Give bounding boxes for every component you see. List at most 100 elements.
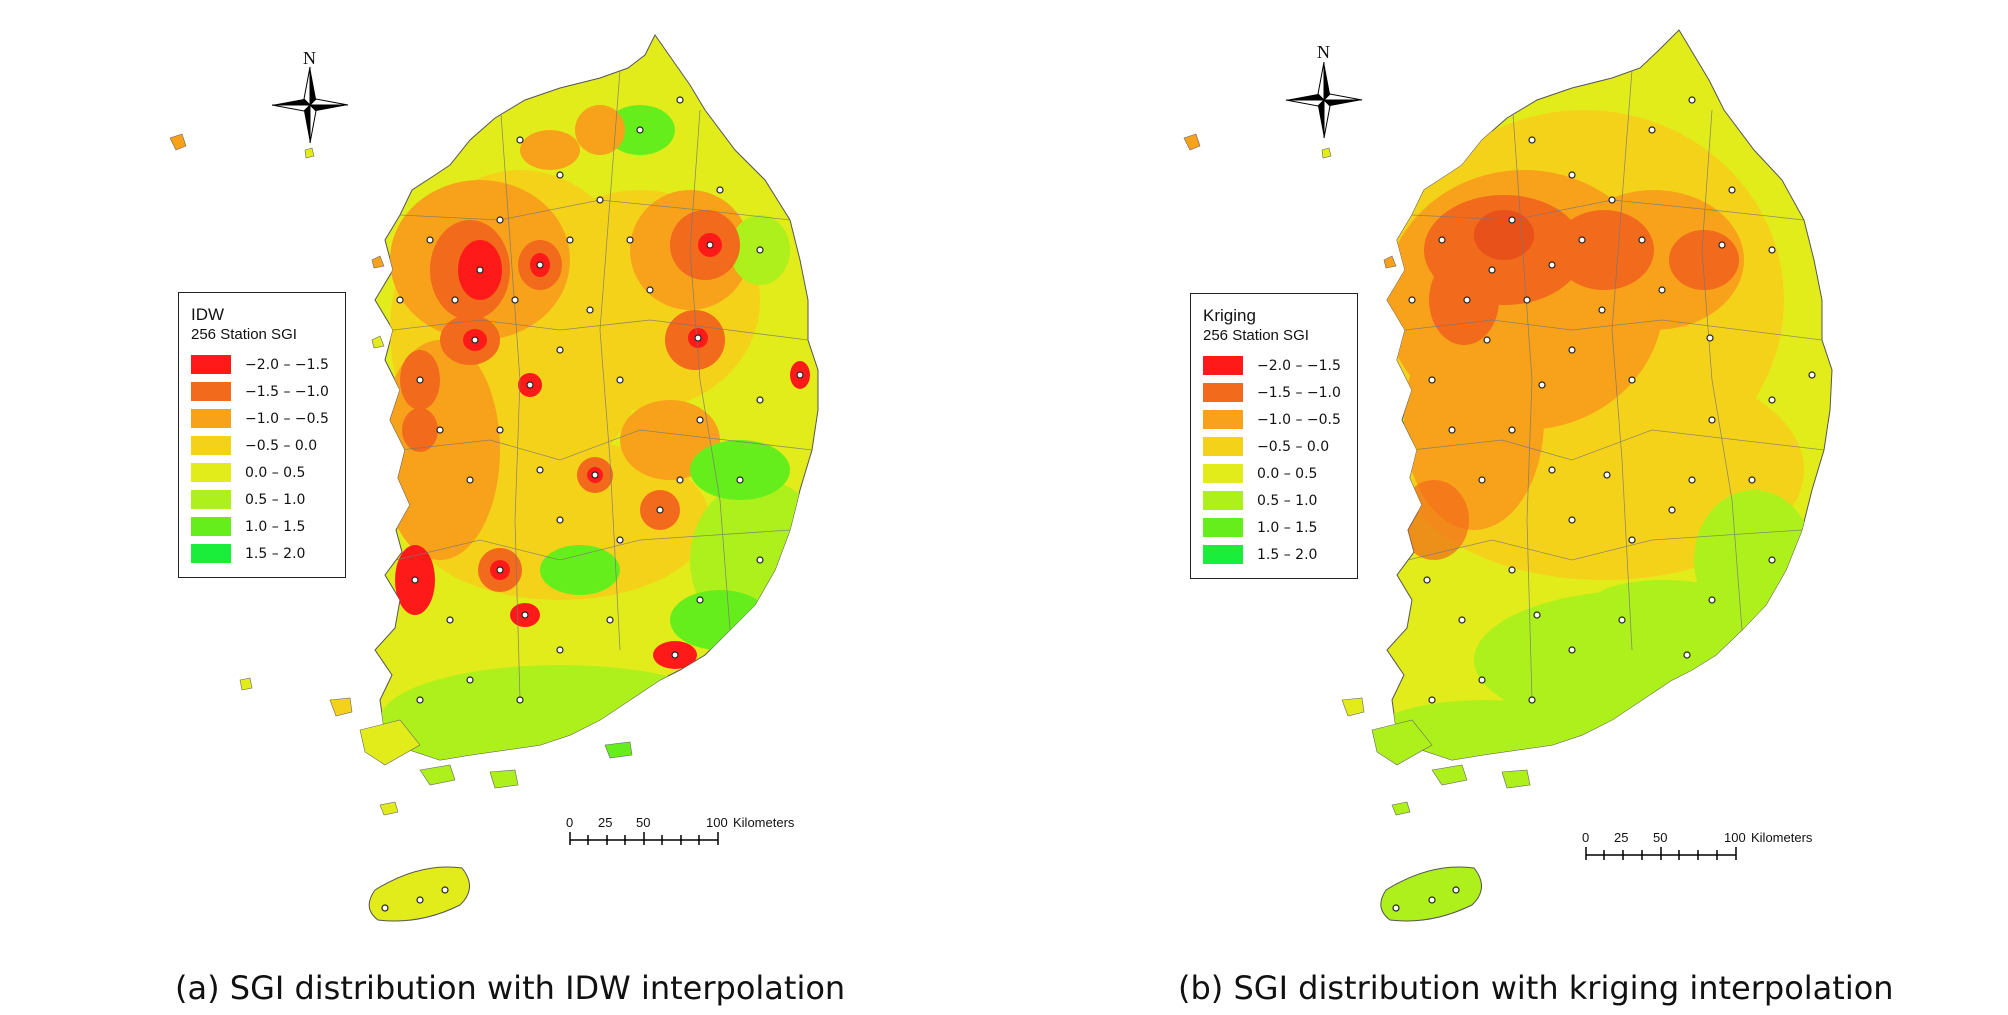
station-marker [1423,576,1431,584]
legend-swatch [191,463,231,482]
scale-tick-25: 25 [1614,830,1629,845]
station-marker [596,196,604,204]
station-marker [1533,611,1541,619]
legend-swatch [191,382,231,401]
legend-subtitle: 256 Station SGI [191,326,297,343]
idw-map [169,34,819,922]
legend-item: 0.5 – 1.0 [191,486,331,513]
island [1431,764,1468,786]
caption-a: (a) SGI distribution with IDW interpolat… [175,969,846,1007]
station-marker [1428,696,1436,704]
scale-tick-100: 100 [706,815,728,830]
legend-item: −2.0 – −1.5 [191,351,331,378]
station-marker [411,576,419,584]
island [239,677,253,691]
station-marker [1708,596,1716,604]
legend-label: −1.5 – −1.0 [1257,384,1341,401]
panel-idw: N 0 25 50 100 Kilometers IDW 256 Station… [169,34,846,1007]
north-label: N [1317,42,1330,62]
station-marker [416,376,424,384]
station-marker [1568,171,1576,179]
legend-item: −0.5 – 0.0 [1203,433,1343,460]
legend-label: −2.0 – −1.5 [245,356,329,373]
jeju-island [368,866,470,922]
island [1183,133,1201,151]
station-marker [1408,296,1416,304]
station-marker [1718,241,1726,249]
station-marker [511,296,519,304]
station-marker [1688,96,1696,104]
legend-rows: −2.0 – −1.5 −1.5 – −1.0 −1.0 – −0.5 −0.5 – … [1203,352,1343,568]
legend-swatch [191,436,231,455]
station-marker [1458,616,1466,624]
station-marker [436,426,444,434]
legend-label: −0.5 – 0.0 [245,437,318,454]
legend-swatch [191,409,231,428]
station-marker [1548,261,1556,269]
station-marker [416,696,424,704]
legend-item: 1.5 – 2.0 [191,540,331,567]
station-marker [466,476,474,484]
legend-item: −1.0 – −0.5 [1203,406,1343,433]
station-marker [416,896,424,904]
station-marker [756,246,764,254]
station-marker [796,371,804,379]
station-marker [1608,196,1616,204]
station-marker [1548,466,1556,474]
panel-kriging: N 0 25 50 100 Kilometers Kriging 256 Sta… [1004,0,2008,1015]
legend-label: 1.0 – 1.5 [245,518,306,535]
station-marker [1578,236,1586,244]
station-marker [1648,126,1656,134]
kriging-map [1183,29,1833,922]
station-marker [1438,236,1446,244]
island [371,255,385,269]
station-marker [1683,651,1691,659]
station-marker [1808,371,1816,379]
station-marker [1638,236,1646,244]
legend-label: −1.0 – −0.5 [245,410,329,427]
station-marker [426,236,434,244]
island [1321,147,1332,159]
scale-unit: Kilometers [1751,830,1813,845]
scale-tick-0: 0 [1582,830,1590,845]
station-marker [1478,476,1486,484]
station-marker [736,476,744,484]
scale-tick-25: 25 [598,815,613,830]
station-marker [696,416,704,424]
legend-item: 1.0 – 1.5 [191,513,331,540]
station-marker [616,536,624,544]
station-marker [1568,646,1576,654]
station-markers [1392,96,1816,912]
station-marker [1768,246,1776,254]
island [371,335,385,349]
island [1383,255,1397,269]
jeju-island [1380,866,1482,922]
station-marker [656,506,664,514]
legend-swatch [1203,491,1243,510]
legend-subtitle: 256 Station SGI [1203,327,1309,344]
legend-swatch [1203,464,1243,483]
legend-swatch [1203,518,1243,537]
station-marker [1618,616,1626,624]
kriging-legend: Kriging 256 Station SGI −2.0 – −1.5 −1.5 … [1190,293,1358,579]
station-marker [706,241,714,249]
legend-item: 1.0 – 1.5 [1203,514,1343,541]
legend-title: Kriging [1203,306,1256,325]
station-marker [556,646,564,654]
station-marker [396,296,404,304]
legend-swatch [1203,437,1243,456]
station-marker [716,186,724,194]
station-marker [381,904,389,912]
island [359,719,421,766]
station-marker [476,266,484,274]
scale-tick-50: 50 [636,815,651,830]
legend-label: −1.0 – −0.5 [1257,411,1341,428]
station-marker [556,171,564,179]
station-marker [496,426,504,434]
island [379,801,399,816]
station-marker [536,466,544,474]
station-marker [1452,886,1460,894]
legend-label: 1.5 – 2.0 [245,545,306,562]
scale-bar [1585,847,1737,860]
legend-rows: −2.0 – −1.5 −1.5 – −1.0 −1.0 – −0.5 −0.5 – … [191,351,331,567]
